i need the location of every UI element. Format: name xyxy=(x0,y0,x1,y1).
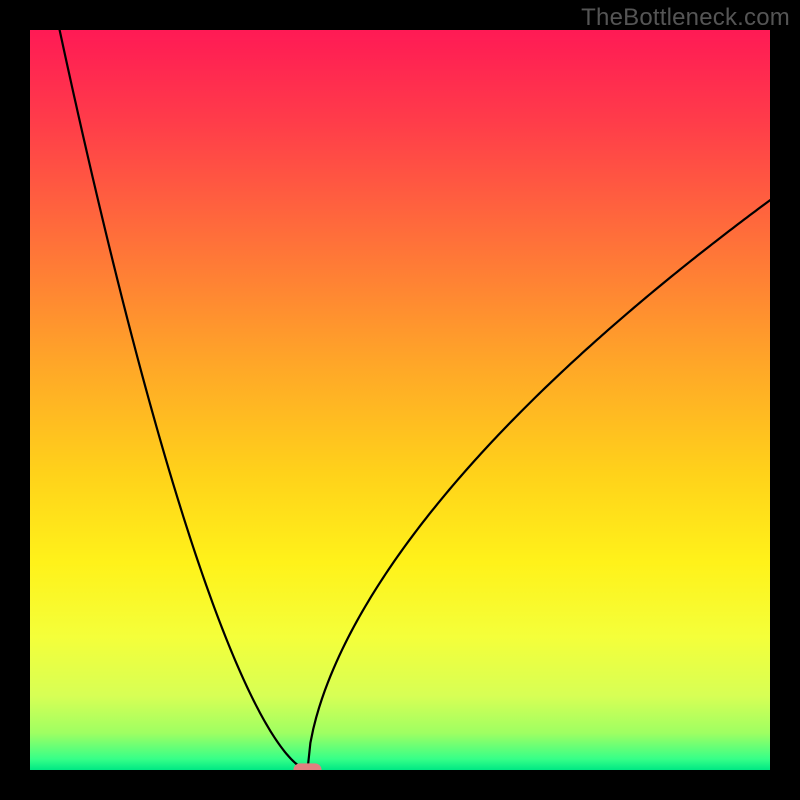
plot-area xyxy=(30,30,770,770)
chart-frame: TheBottleneck.com xyxy=(0,0,800,800)
chart-svg xyxy=(30,30,770,770)
gradient-background xyxy=(30,30,770,770)
optimum-marker xyxy=(293,763,321,770)
watermark-text: TheBottleneck.com xyxy=(581,4,790,32)
